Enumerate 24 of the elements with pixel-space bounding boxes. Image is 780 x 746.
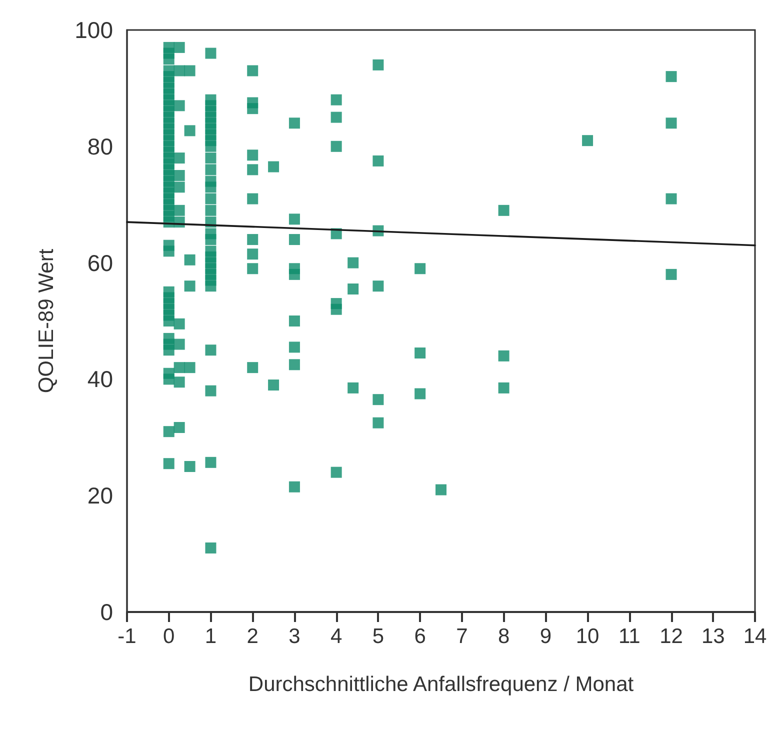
x-tick-label: 11 [618, 625, 640, 648]
y-tick-label: 40 [87, 366, 113, 392]
y-tick-label: 0 [100, 599, 113, 625]
x-tick-label: 2 [246, 625, 258, 648]
x-tick-label: 5 [372, 625, 384, 648]
x-tick-label: 3 [288, 625, 300, 648]
x-tick-label: 7 [456, 625, 468, 648]
x-tick-label: 12 [660, 625, 683, 648]
x-axis-title: Durchschnittliche Anfallsfrequenz / Monat [248, 673, 634, 696]
x-tick-label: 9 [540, 625, 552, 648]
y-tick-label: 60 [87, 250, 113, 276]
x-tick-label: 6 [414, 625, 426, 648]
x-tick-label: 10 [576, 625, 600, 648]
x-tick-label: 0 [163, 625, 175, 648]
x-tick-label: 8 [498, 625, 510, 648]
x-tick-label: 13 [701, 625, 725, 648]
x-tick-label: -1 [118, 625, 136, 648]
y-tick-label: 100 [74, 17, 113, 43]
y-axis-title: QOLIE-89 Wert [35, 248, 58, 394]
y-tick-label: 80 [87, 133, 113, 160]
x-tick-label: 1 [204, 625, 217, 648]
x-tick-label: 14 [743, 625, 767, 648]
y-tick-label: 20 [87, 482, 113, 509]
x-tick-label: 4 [330, 625, 342, 648]
